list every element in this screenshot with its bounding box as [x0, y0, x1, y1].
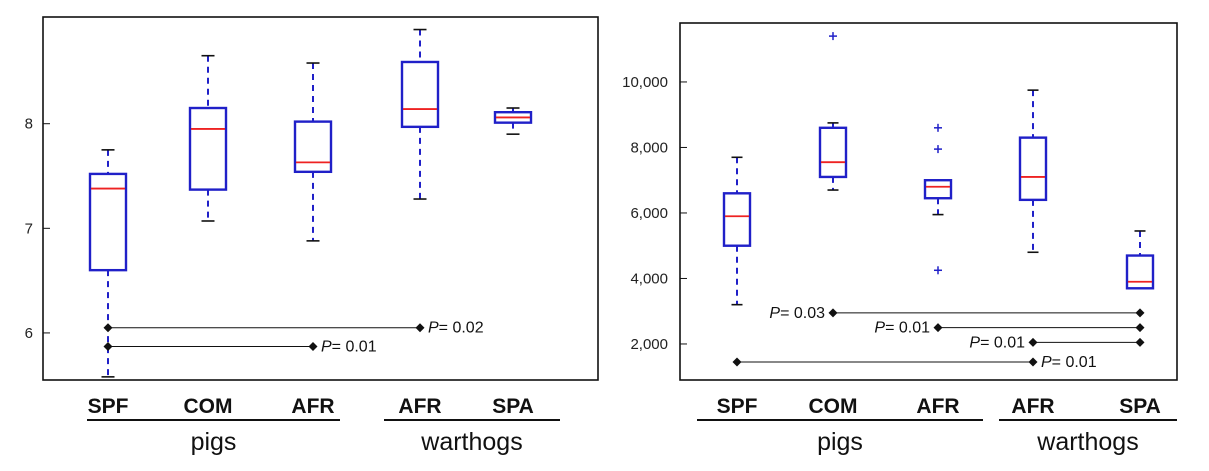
iqr-box [818, 126, 848, 179]
plot-frame [679, 22, 1178, 381]
bracket-end-marker [1135, 337, 1145, 347]
bracket-end-marker [103, 323, 113, 333]
y-tick-label: 4,000 [630, 270, 668, 287]
box-2 [188, 54, 228, 222]
y-tick-label: 6 [25, 325, 33, 342]
iqr-box [1018, 136, 1048, 202]
group-label: warthogs [420, 428, 522, 456]
bracket-end-marker [1135, 308, 1145, 318]
bracket-end-marker [1135, 323, 1145, 333]
y-tick-label: 2,000 [630, 336, 668, 353]
x-category-label: SPA [1119, 395, 1161, 418]
iqr-box [88, 172, 128, 272]
y-tick-label: 10,000 [622, 74, 668, 91]
x-category-label: AFR [398, 395, 441, 418]
significance-bracket: P= 0.01 [103, 339, 377, 356]
outlier-point [934, 266, 942, 275]
p-value: = 0.01 [332, 339, 377, 356]
p-value: = 0.01 [1052, 354, 1097, 371]
bracket-end-marker [828, 308, 838, 318]
bracket-end-marker [103, 342, 113, 352]
p-value-label: P= 0.01 [321, 339, 377, 356]
iqr-box [1125, 254, 1155, 290]
p-value-label: P= 0.03 [769, 305, 825, 322]
p-value-label: P= 0.01 [1041, 354, 1097, 371]
outlier-point [829, 32, 837, 41]
y-tick-label: 8,000 [630, 139, 668, 156]
p-value: = 0.03 [780, 305, 825, 322]
p-symbol: P [769, 305, 780, 322]
p-value-label: P= 0.02 [428, 320, 484, 337]
y-tick-label: 8 [25, 116, 33, 133]
x-category-label: AFR [291, 395, 334, 418]
x-category-label: SPF [717, 395, 758, 418]
bracket-end-marker [415, 323, 425, 333]
group-label: pigs [191, 428, 237, 456]
x-category-label: AFR [1011, 395, 1054, 418]
bracket-end-marker [1028, 337, 1038, 347]
p-value: = 0.01 [980, 334, 1025, 351]
box-1 [722, 156, 752, 306]
bracket-end-marker [308, 342, 318, 352]
p-symbol: P [969, 334, 980, 351]
box-4 [1018, 89, 1048, 254]
bracket-end-marker [933, 323, 943, 333]
p-value-label: P= 0.01 [969, 334, 1025, 351]
iqr-box [722, 192, 752, 247]
outlier-point [934, 145, 942, 154]
iqr-box [188, 106, 228, 191]
y-tick-label: 6,000 [630, 205, 668, 222]
p-value-label: P= 0.01 [874, 320, 930, 337]
box-5 [493, 107, 533, 135]
iqr-box [400, 60, 440, 129]
x-category-label: SPF [88, 395, 129, 418]
iqr-box [923, 179, 953, 200]
x-category-label: AFR [916, 395, 959, 418]
iqr-box [293, 120, 333, 174]
significance-bracket: P= 0.01 [969, 334, 1145, 351]
box-5 [1125, 230, 1155, 290]
p-symbol: P [1041, 354, 1052, 371]
box-3 [293, 62, 333, 242]
p-value: = 0.02 [439, 320, 484, 337]
p-value: = 0.01 [885, 320, 930, 337]
box-1 [88, 149, 128, 378]
group-label: warthogs [1036, 428, 1138, 456]
y-tick-label: 7 [25, 220, 33, 237]
p-symbol: P [321, 339, 332, 356]
significance-bracket: P= 0.03 [769, 305, 1145, 322]
p-symbol: P [874, 320, 885, 337]
box-4 [400, 28, 440, 200]
plot-frame [42, 16, 599, 381]
box-3 [923, 123, 953, 275]
x-category-label: COM [184, 395, 233, 418]
significance-bracket: P= 0.01 [874, 320, 1145, 337]
bracket-end-marker [732, 357, 742, 367]
significance-bracket: P= 0.02 [103, 320, 484, 337]
outlier-point [934, 123, 942, 132]
p-symbol: P [428, 320, 439, 337]
bracket-end-marker [1028, 357, 1038, 367]
box-2 [818, 32, 848, 191]
significance-bracket: P= 0.01 [732, 354, 1097, 371]
group-label: pigs [817, 428, 863, 456]
x-category-label: COM [809, 395, 858, 418]
x-category-label: SPA [492, 395, 534, 418]
